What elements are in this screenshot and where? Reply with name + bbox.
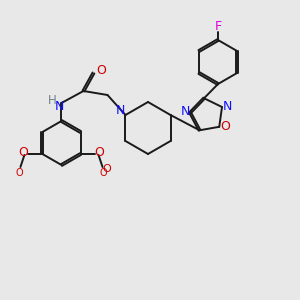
Text: N: N [222, 100, 232, 112]
Text: O: O [102, 164, 111, 174]
Text: F: F [214, 20, 222, 32]
Text: O: O [19, 146, 28, 160]
Text: O: O [100, 168, 107, 178]
Text: N: N [181, 105, 190, 118]
Text: H: H [48, 94, 57, 106]
Text: N: N [55, 100, 64, 112]
Text: O: O [220, 120, 230, 133]
Text: O: O [97, 64, 106, 76]
Text: O: O [94, 146, 104, 160]
Text: N: N [116, 104, 125, 118]
Text: O: O [16, 168, 23, 178]
